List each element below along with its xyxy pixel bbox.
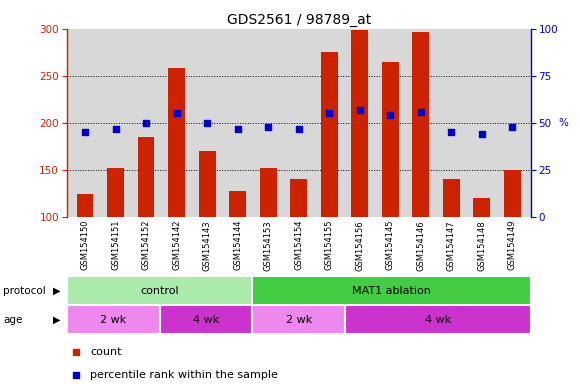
Point xyxy=(172,111,181,117)
Bar xyxy=(321,52,338,217)
Bar xyxy=(443,179,460,217)
Text: ▶: ▶ xyxy=(53,314,61,325)
Point xyxy=(263,124,273,130)
Bar xyxy=(160,305,252,334)
Point xyxy=(325,111,334,117)
Text: age: age xyxy=(3,314,22,325)
Point xyxy=(386,112,395,118)
Text: GSM154155: GSM154155 xyxy=(325,220,333,270)
Text: GSM154142: GSM154142 xyxy=(172,220,181,270)
Text: GSM154153: GSM154153 xyxy=(264,220,273,271)
Point xyxy=(233,126,242,132)
Point xyxy=(81,129,90,136)
Text: ▶: ▶ xyxy=(53,286,61,296)
Bar xyxy=(473,198,490,217)
Bar xyxy=(229,190,246,217)
Text: 4 wk: 4 wk xyxy=(425,314,451,325)
Text: count: count xyxy=(90,347,121,357)
Bar xyxy=(137,137,154,217)
Bar xyxy=(252,276,531,305)
Text: 4 wk: 4 wk xyxy=(193,314,219,325)
Bar xyxy=(351,30,368,217)
Point xyxy=(294,126,303,132)
Text: GSM154147: GSM154147 xyxy=(447,220,456,271)
Point xyxy=(202,120,212,126)
Point xyxy=(111,126,120,132)
Bar xyxy=(412,31,429,217)
Text: GSM154145: GSM154145 xyxy=(386,220,395,270)
Point xyxy=(447,129,456,136)
Text: GSM154150: GSM154150 xyxy=(81,220,89,270)
Text: 2 wk: 2 wk xyxy=(100,314,126,325)
Text: MAT1 ablation: MAT1 ablation xyxy=(352,286,431,296)
Text: GSM154146: GSM154146 xyxy=(416,220,425,271)
Text: percentile rank within the sample: percentile rank within the sample xyxy=(90,370,278,380)
Point xyxy=(508,124,517,130)
Text: GSM154149: GSM154149 xyxy=(508,220,517,270)
Text: GSM154144: GSM154144 xyxy=(233,220,242,270)
Text: control: control xyxy=(140,286,179,296)
Bar xyxy=(67,305,160,334)
Text: 2 wk: 2 wk xyxy=(285,314,312,325)
Point xyxy=(355,107,364,113)
Text: GSM154156: GSM154156 xyxy=(356,220,364,271)
Point xyxy=(142,120,151,126)
Text: GSM154154: GSM154154 xyxy=(294,220,303,270)
Text: protocol: protocol xyxy=(3,286,46,296)
Point xyxy=(477,131,487,137)
Bar xyxy=(291,179,307,217)
Bar xyxy=(77,194,93,217)
Point xyxy=(416,109,426,115)
Y-axis label: %: % xyxy=(559,118,568,128)
Text: GSM154143: GSM154143 xyxy=(202,220,212,271)
Text: GDS2561 / 98789_at: GDS2561 / 98789_at xyxy=(227,13,371,27)
Text: GSM154152: GSM154152 xyxy=(142,220,151,270)
Text: GSM154151: GSM154151 xyxy=(111,220,120,270)
Bar xyxy=(199,151,216,217)
Text: GSM154148: GSM154148 xyxy=(477,220,487,271)
Bar xyxy=(252,305,345,334)
Bar xyxy=(345,305,531,334)
Bar xyxy=(504,170,521,217)
Bar xyxy=(67,276,252,305)
Bar xyxy=(382,62,398,217)
Bar xyxy=(260,168,277,217)
Bar xyxy=(107,168,124,217)
Bar xyxy=(168,68,185,217)
